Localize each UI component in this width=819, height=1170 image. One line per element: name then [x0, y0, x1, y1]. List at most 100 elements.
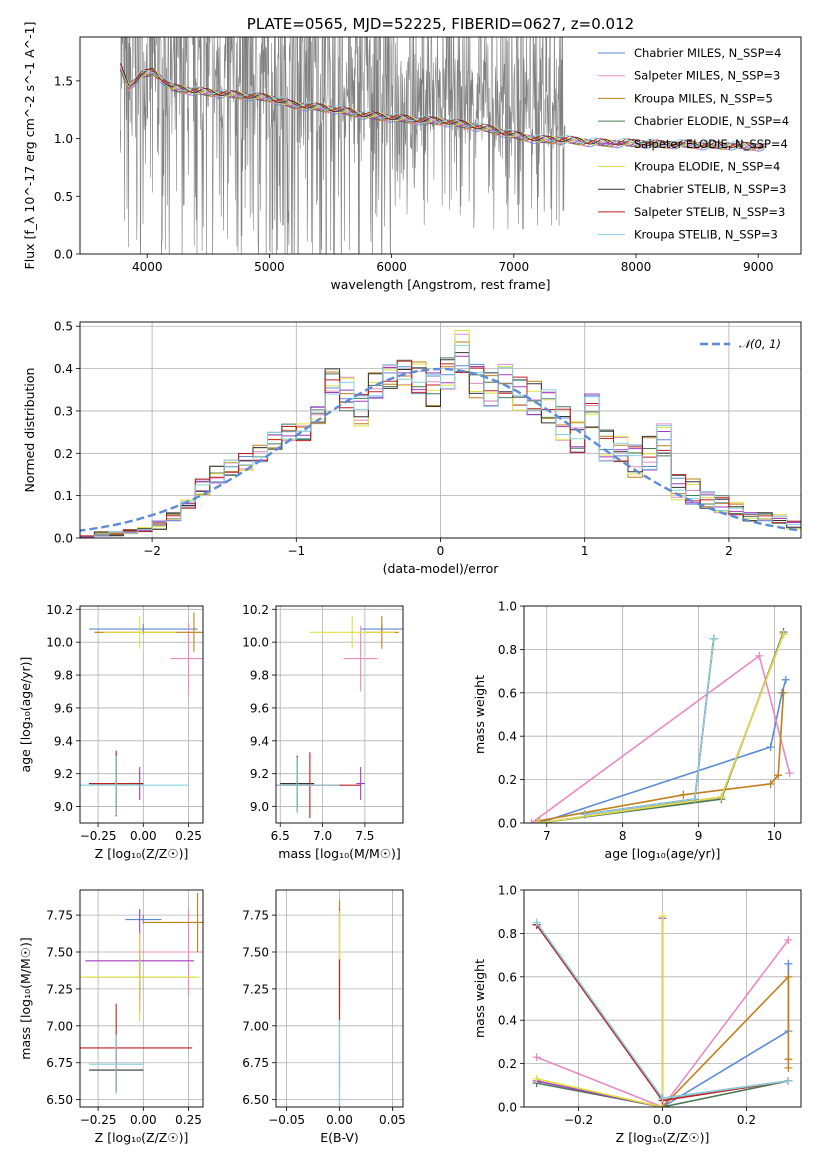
massweight-marker [535, 819, 544, 823]
data-spectrum-line [120, 37, 566, 254]
y-tick-label: 9.8 [54, 669, 73, 683]
y-tick-label: 1.5 [54, 74, 73, 88]
y-tick-label: 0.5 [54, 190, 73, 204]
legend-label: Chabrier ELODIE, N_SSP=4 [634, 114, 789, 128]
legend-label: Salpeter STELIB, N_SSP=3 [634, 205, 785, 219]
normal-reference-curve [80, 367, 801, 532]
legend-label: Salpeter ELODIE, N_SSP=4 [634, 137, 788, 151]
y-axis-label: mass weight [472, 675, 487, 754]
x-axis-label: Z [log₁₀(Z/Z☉)] [616, 1130, 710, 1145]
axes-frame [275, 605, 404, 824]
legend-label: Kroupa ELODIE, N_SSP=4 [634, 160, 780, 174]
x-tick-label: 10 [767, 829, 782, 843]
y-tick-label: 0.0 [54, 532, 73, 546]
y-tick-label: 9.4 [250, 734, 269, 748]
y-tick-label: 7.00 [46, 1019, 73, 1033]
x-tick-label: 8 [619, 829, 627, 843]
x-axis-label: Z [log₁₀(Z/Z☉)] [95, 846, 189, 861]
y-tick-label: 10.0 [242, 636, 269, 650]
massweight-marker [784, 1063, 793, 1072]
legend-label: 𝒩(0, 1) [739, 337, 781, 351]
massweight-marker [658, 1094, 667, 1103]
residual-plot-area [80, 330, 801, 538]
y-tick-label: 0.2 [498, 1057, 517, 1071]
x-axis-label: E(B-V) [320, 1130, 359, 1145]
model-spectrum-line [119, 65, 765, 148]
massweight-marker [532, 1053, 541, 1062]
residual-histogram [80, 344, 801, 538]
x-tick-label: 0.00 [130, 829, 157, 843]
legend-label: Kroupa STELIB, N_SSP=3 [634, 228, 778, 242]
errorbar-plot-area [80, 612, 203, 817]
massweight-marker [784, 959, 793, 968]
y-tick-label: 7.25 [242, 982, 269, 996]
x-tick-label: 7 [543, 829, 551, 843]
spectrum-plot-area [119, 37, 765, 254]
model-spectrum-line [119, 68, 765, 150]
y-tick-label: 0.8 [498, 927, 517, 941]
y-tick-label: 10.0 [46, 636, 73, 650]
y-tick-label: 7.25 [46, 982, 73, 996]
y-tick-label: 0.0 [498, 817, 517, 831]
massweight-marker [527, 819, 536, 823]
axes-frame [79, 36, 802, 255]
x-tick-label: 4000 [132, 260, 163, 274]
y-axis-label: Flux [f_λ 10^-17 erg cm^-2 s^-1 A^-1] [22, 22, 37, 270]
y-tick-label: 9.0 [54, 800, 73, 814]
y-tick-label: 7.50 [46, 946, 73, 960]
y-tick-label: 0.4 [498, 730, 517, 744]
legend-label: Chabrier STELIB, N_SSP=3 [634, 182, 786, 196]
x-tick-label: −0.05 [268, 1113, 305, 1127]
massweight-marker [709, 634, 718, 643]
x-axis-label: (data-model)/error [383, 561, 500, 576]
x-tick-label: 2 [725, 544, 733, 558]
y-axis-label: mass [log₁₀(M/M☉)] [18, 937, 33, 1059]
x-tick-label: 6000 [376, 260, 407, 274]
massweight-marker [766, 743, 775, 752]
x-tick-label: 0.00 [130, 1113, 157, 1127]
x-axis-label: wavelength [Angstrom, rest frame] [330, 277, 550, 292]
model-spectrum-line [119, 63, 765, 149]
x-axis-label: mass [log₁₀(M/M☉)] [278, 846, 400, 861]
model-spectrum-line [119, 63, 765, 149]
axes-frame [275, 889, 404, 1108]
y-tick-label: 9.2 [54, 767, 73, 781]
x-tick-label: 7.0 [313, 829, 332, 843]
massweight-line [661, 974, 790, 1107]
axes-frame [79, 605, 204, 824]
massweight-marker [781, 675, 790, 684]
y-tick-label: 1.0 [498, 600, 517, 614]
y-tick-label: 0.2 [54, 447, 73, 461]
y-tick-label: 0.0 [498, 1101, 517, 1115]
y-tick-label: 0.0 [54, 248, 73, 262]
massweight-marker [532, 918, 541, 927]
x-tick-label: 0.05 [379, 1113, 406, 1127]
axes-frame [523, 605, 802, 824]
axes-frame [79, 889, 204, 1108]
y-tick-label: 10.2 [46, 603, 73, 617]
massweight-line [536, 1080, 789, 1107]
legend-label: Salpeter MILES, N_SSP=3 [634, 69, 780, 83]
massweight-marker [679, 790, 688, 799]
y-tick-label: 9.2 [250, 767, 269, 781]
massweight-plot-area [532, 912, 793, 1107]
massweight-marker [779, 688, 788, 697]
y-tick-label: 0.1 [54, 489, 73, 503]
x-tick-label: 0.2 [737, 1113, 756, 1127]
y-tick-label: 6.75 [242, 1056, 269, 1070]
massweight-line [539, 692, 785, 822]
massweight-marker [755, 651, 764, 660]
massweight-line [531, 654, 791, 823]
x-tick-label: −1 [287, 544, 305, 558]
x-tick-label: 9 [695, 829, 703, 843]
y-tick-label: 7.50 [242, 946, 269, 960]
massweight-marker [779, 630, 788, 639]
x-tick-label: 0.00 [326, 1113, 353, 1127]
massweight-marker [785, 769, 794, 778]
axes-frame [79, 321, 802, 539]
x-tick-label: 0.25 [175, 829, 202, 843]
x-tick-label: 9000 [743, 260, 774, 274]
x-tick-label: 8000 [621, 260, 652, 274]
y-tick-label: 0.5 [54, 320, 73, 334]
y-tick-label: 0.4 [54, 362, 73, 376]
